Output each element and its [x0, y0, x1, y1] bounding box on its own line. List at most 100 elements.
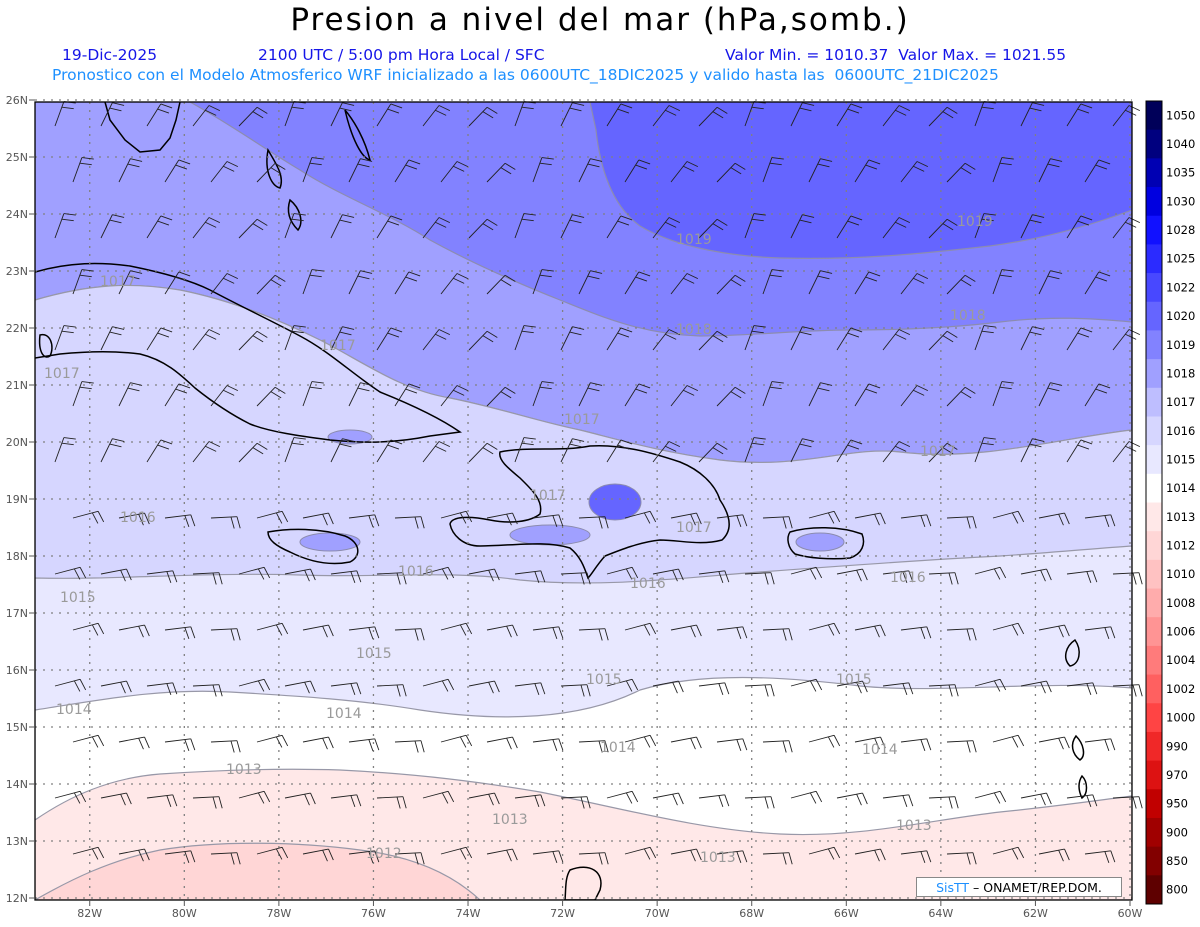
wind-barb-feather	[512, 848, 518, 861]
wind-barb-feather	[291, 106, 304, 110]
wind-barb-feather	[916, 161, 929, 168]
wind-barb-feather	[730, 279, 742, 287]
wind-barb	[1066, 682, 1093, 687]
wind-barb-feather	[716, 106, 728, 114]
wind-barb-feather	[782, 628, 787, 641]
wind-barb	[376, 327, 392, 351]
wind-barb-feather	[730, 167, 742, 175]
wind-barb-feather	[799, 443, 812, 448]
wind-barb	[578, 628, 605, 631]
wind-barb	[762, 381, 773, 407]
colorbar-label: 1008	[1166, 596, 1195, 610]
wind-barb	[606, 566, 633, 575]
wind-barb-feather	[569, 107, 582, 112]
wind-barb-feather	[926, 850, 932, 863]
colorbar-label: 1017	[1166, 395, 1195, 409]
wind-barb-feather	[770, 796, 775, 809]
wind-barb-feather	[1098, 159, 1111, 165]
wind-barb	[1084, 514, 1111, 519]
wind-barb-feather	[157, 332, 170, 338]
wind-barb-feather	[311, 269, 324, 272]
wind-barb-feather	[178, 383, 191, 389]
wind-barb-feather	[769, 274, 782, 278]
wind-barb-feather	[686, 385, 699, 392]
wind-barb	[946, 628, 973, 631]
wind-barb-feather	[1050, 158, 1063, 162]
wind-barb-feather	[91, 736, 99, 748]
wind-barb-feather	[459, 624, 467, 636]
wind-barb-feather	[902, 683, 908, 696]
wind-barb-feather	[500, 391, 512, 399]
wind-barb-feather	[453, 389, 465, 396]
wind-barb	[808, 622, 835, 631]
wind-barb	[670, 273, 688, 295]
wind-barb	[854, 512, 881, 519]
wind-barb-feather	[672, 570, 678, 582]
wind-barb-feather	[63, 437, 76, 440]
wind-barb	[606, 678, 633, 687]
wind-barb-feather	[342, 214, 355, 218]
wind-barb-feather	[1011, 848, 1019, 860]
wind-barb-feather	[144, 512, 150, 525]
wind-barb	[532, 381, 543, 407]
wind-barb-feather	[865, 276, 878, 282]
wind-barb-feather	[252, 447, 264, 455]
wind-barb	[716, 162, 736, 183]
contour-label: 1018	[676, 322, 712, 338]
wind-barb	[100, 102, 113, 127]
wind-barb	[652, 441, 670, 463]
wind-barb-feather	[120, 570, 126, 582]
wind-barb-feather	[569, 331, 582, 336]
wind-barb-feather	[252, 223, 264, 231]
wind-barb-feather	[1138, 684, 1143, 697]
wind-barb-feather	[160, 327, 173, 333]
wind-barb-feather	[270, 391, 282, 399]
wind-barb-feather	[817, 163, 830, 168]
wind-barb-feather	[552, 851, 558, 864]
wind-barb-feather	[649, 511, 657, 523]
wind-barb	[992, 510, 1019, 519]
colorbar-label: 1040	[1166, 137, 1195, 151]
wind-barb-feather	[459, 848, 467, 860]
wind-barb-feather	[683, 277, 695, 284]
wind-barb	[164, 159, 180, 183]
wind-barb	[698, 570, 725, 575]
contour-label: 1017	[44, 366, 80, 382]
wind-barb-feather	[184, 515, 190, 528]
wind-barb-feather	[902, 795, 908, 808]
wind-barb-feather	[1032, 102, 1045, 106]
wind-barb	[486, 736, 513, 743]
wind-barb-feather	[771, 381, 784, 384]
contour-label: 1017	[320, 338, 356, 354]
wind-barb-feather	[898, 329, 911, 336]
wind-barb-feather	[771, 157, 784, 160]
wind-barb	[716, 626, 743, 631]
wind-barb	[118, 512, 145, 519]
wind-barb	[1038, 736, 1065, 743]
wind-barb-feather	[1080, 215, 1093, 221]
wind-barb-feather	[212, 684, 217, 697]
wind-barb	[744, 796, 771, 799]
wind-barb	[256, 846, 283, 855]
wind-barb-feather	[521, 106, 534, 110]
wind-barb	[652, 329, 670, 351]
wind-barb	[974, 566, 1001, 575]
wind-barb-feather	[895, 445, 907, 452]
wind-barb-feather	[972, 628, 977, 641]
contour-label: 1015	[586, 672, 622, 688]
wind-barb	[348, 514, 375, 519]
wind-barb-feather	[948, 572, 953, 585]
wind-barb	[560, 326, 573, 351]
wind-barb-feather	[815, 567, 823, 579]
wind-barb-feather	[620, 215, 633, 221]
wind-barb-feather	[686, 273, 699, 280]
wind-barb-feather	[788, 852, 793, 865]
wind-barb	[146, 570, 173, 575]
wind-barb	[808, 734, 835, 743]
wind-barb-feather	[1029, 107, 1042, 112]
wind-barb	[192, 329, 210, 351]
puerto-rico-coast	[787, 526, 865, 560]
wind-barb-feather	[328, 848, 334, 861]
colorbar-swatch	[1146, 588, 1162, 618]
contour-label: 1015	[836, 672, 872, 688]
